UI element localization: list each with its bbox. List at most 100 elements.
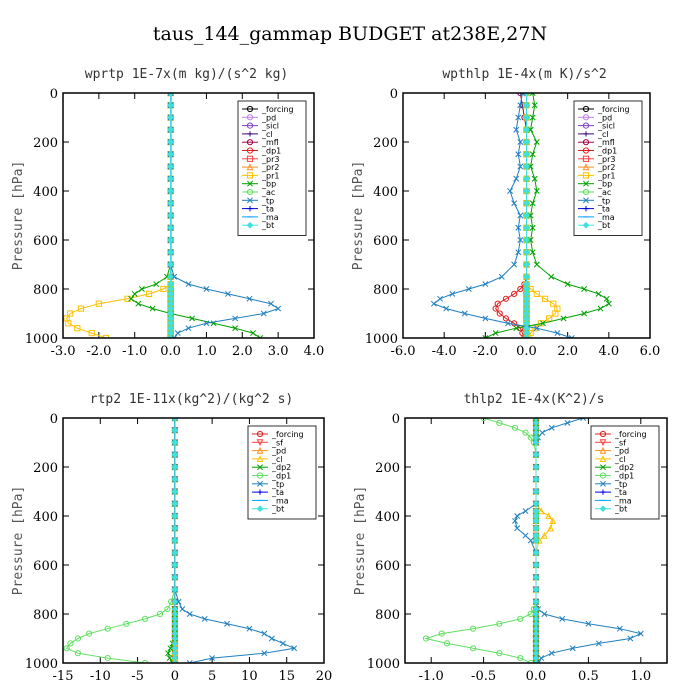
data-point [517,285,524,293]
plot-area [422,418,644,663]
x-tick-label: 15 [278,669,295,684]
legend-entry: _pr3 [261,155,279,164]
data-point [548,273,555,280]
plot-frame [62,417,325,664]
plot-frame [402,92,651,339]
data-point [523,126,530,134]
y-tick-label: 800 [33,608,58,623]
data-point [532,537,540,544]
legend-entry: _bt [614,505,627,514]
legend-marker [599,446,607,454]
data-point [496,620,503,627]
data-point [86,630,93,637]
data-point [232,315,239,322]
legend-marker [583,206,589,212]
legend-entry: _tp [261,196,274,205]
data-point [513,175,520,182]
data-point [167,126,174,134]
data-point [443,640,451,647]
series-bt [171,418,179,663]
data-point [559,615,566,622]
data-point [430,300,437,307]
panel-title: rtp2 1E-11x(kg^2)/(kg^2 s) [90,392,294,407]
data-point [549,517,557,524]
series-bt [523,93,530,338]
data-point [564,281,571,288]
data-point [533,261,540,268]
data-point [160,285,167,293]
data-point [533,325,540,332]
legend-entry: _bt [271,505,284,514]
x-tick-label: -15 [53,669,74,684]
legend-entry: _bt [597,221,610,230]
data-point [517,139,524,145]
data-point [515,249,522,256]
legend-marker [256,439,264,447]
data-point [496,650,503,657]
x-tick-label: -2.0 [86,344,111,359]
legend-marker [600,480,606,487]
plot-frame [404,417,668,664]
data-point [167,212,174,219]
data-point [149,305,156,312]
x-tick-label: 1.0 [196,344,217,359]
data-point [513,325,520,332]
data-point [167,93,174,96]
data-point [512,517,518,524]
y-tick-label: 600 [373,234,398,249]
x-tick-label: 0.0 [526,669,547,684]
legend-entry: _sf [271,438,283,447]
data-point [529,200,536,207]
legend-entry: _forcing [261,105,294,114]
data-point [522,532,529,539]
data-point [496,419,503,426]
series-bt [532,418,540,663]
data-point [522,508,529,515]
x-tick-label: 1.0 [630,669,651,684]
legend-marker [247,180,253,187]
legend-marker [599,505,607,513]
data-point [123,620,130,627]
data-point [523,114,530,121]
legend-entry: _dp2 [271,463,291,472]
x-tick-label: 6.0 [640,344,661,359]
data-point [224,290,231,297]
series-line [66,93,172,338]
data-point [523,224,530,232]
data-point [185,281,192,288]
y-tick-label: 800 [375,608,400,623]
legend-entry: _mfl [597,138,615,147]
x-tick-label: 10 [241,669,258,684]
data-point [443,305,450,312]
legend-entry: _ma [261,213,279,222]
data-point [438,630,445,637]
data-point [532,524,540,532]
legend-entry: _ma [597,213,615,222]
data-point [171,426,179,434]
data-point [165,650,172,657]
data-point [257,335,264,338]
legend-marker [257,489,263,495]
legend-marker [247,197,253,204]
legend-entry: _bp [597,180,612,189]
data-point [616,625,623,632]
legend-entry: _dp2 [614,463,634,472]
data-point [95,300,102,307]
legend-entry: _cl [597,130,609,139]
data-point [167,114,174,121]
data-point [517,237,524,243]
data-point [77,305,85,312]
legend-marker [582,122,590,129]
data-point [533,188,540,194]
panel-title: wprtp 1E-7x(m kg)/(s^2 kg) [85,67,289,82]
data-point [482,315,489,322]
legend-marker [256,430,264,438]
legend-marker [582,114,590,121]
data-point [171,475,179,483]
data-point [523,101,530,109]
data-point [533,660,539,663]
data-point [104,655,111,662]
legend-entry: _cl [261,130,273,139]
legend-marker [246,122,254,129]
legend-marker [582,139,590,146]
